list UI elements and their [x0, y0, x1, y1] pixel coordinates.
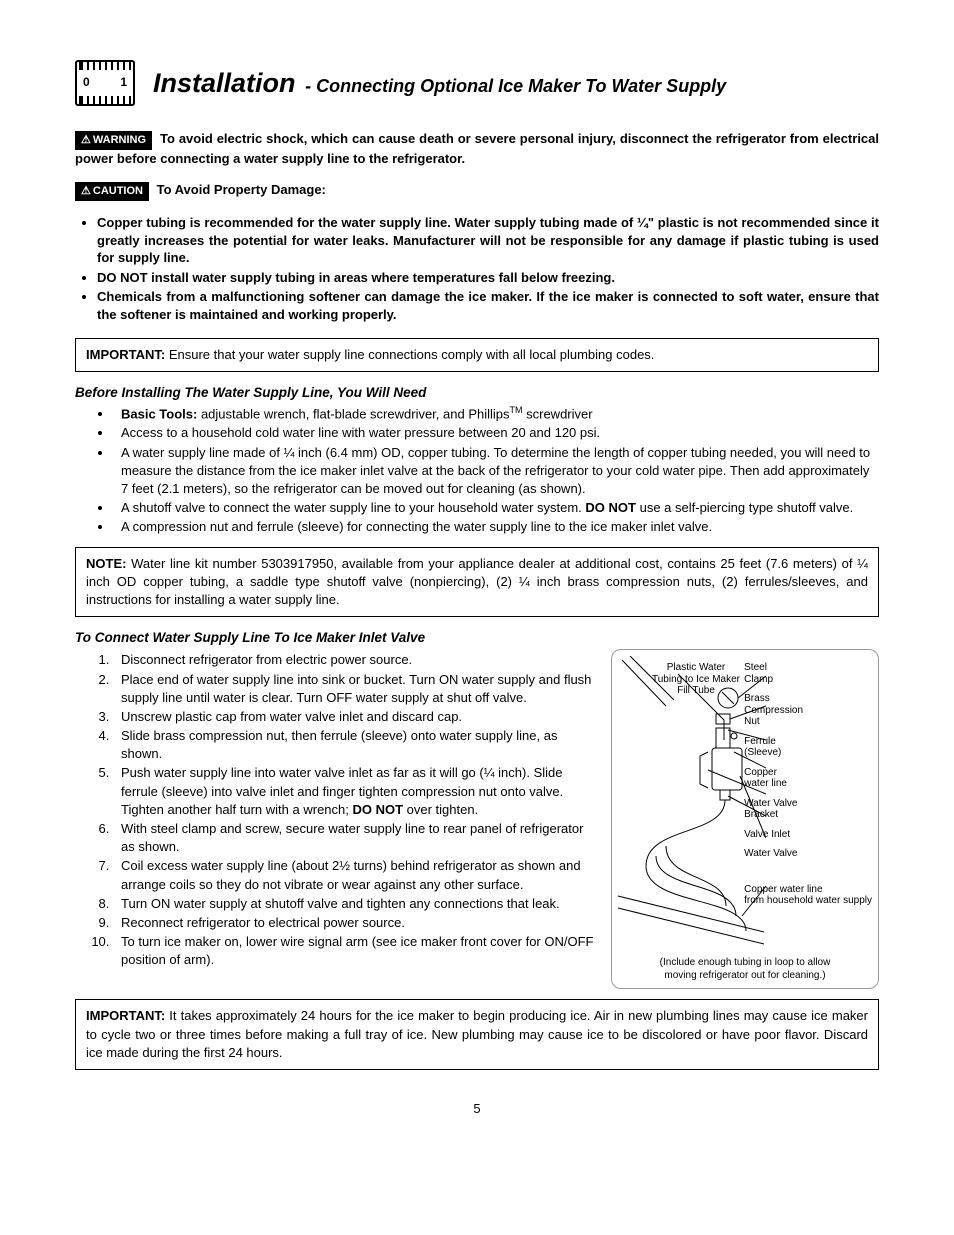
diagram-top-label: Plastic Water Tubing to Ice Maker Fill T… — [652, 662, 740, 697]
diagram-label: Steel Clamp — [744, 662, 872, 685]
diagram-label: Valve Inlet — [744, 829, 872, 841]
page-header: 0 1 Installation - Connecting Optional I… — [75, 60, 879, 106]
diagram-label: Copper water line — [744, 767, 872, 790]
connect-heading: To Connect Water Supply Line To Ice Make… — [75, 629, 879, 647]
important-label: IMPORTANT: — [86, 347, 165, 362]
page-number: 5 — [75, 1100, 879, 1118]
valve-diagram: Plastic Water Tubing to Ice Maker Fill T… — [611, 649, 879, 989]
caution-list: Copper tubing is recommended for the wat… — [75, 214, 879, 323]
step-item: Push water supply line into water valve … — [113, 764, 597, 819]
title-main: Installation — [153, 68, 296, 98]
step-item: Reconnect refrigerator to electrical pow… — [113, 914, 597, 932]
step-item: To turn ice maker on, lower wire signal … — [113, 933, 597, 969]
list-item: Basic Tools: adjustable wrench, flat-bla… — [113, 404, 879, 424]
diagram-label: Water Valve — [744, 848, 872, 860]
step-item: Slide brass compression nut, then ferrul… — [113, 727, 597, 763]
caution-lead: To Avoid Property Damage: — [157, 182, 326, 197]
important-box-codes: IMPORTANT: Ensure that your water supply… — [75, 338, 879, 372]
step-item: With steel clamp and screw, secure water… — [113, 820, 597, 856]
diagram-label: Copper water line from household water s… — [744, 884, 872, 907]
before-heading: Before Installing The Water Supply Line,… — [75, 384, 879, 402]
caution-item: Chemicals from a malfunctioning softener… — [97, 288, 879, 323]
diagram-label: Brass Compression Nut — [744, 693, 872, 728]
diagram-label: Ferrule (Sleeve) — [744, 736, 872, 759]
caution-badge: ⚠CAUTION — [75, 182, 149, 201]
caution-block: ⚠CAUTION To Avoid Property Damage: Coppe… — [75, 181, 879, 323]
connect-row: Disconnect refrigerator from electric po… — [75, 649, 879, 989]
diagram-column: Plastic Water Tubing to Ice Maker Fill T… — [611, 649, 879, 989]
caution-item: DO NOT install water supply tubing in ar… — [97, 269, 879, 287]
important-text: It takes approximately 24 hours for the … — [86, 1008, 868, 1059]
list-item: A compression nut and ferrule (sleeve) f… — [113, 518, 879, 536]
step-item: Turn ON water supply at shutoff valve an… — [113, 895, 597, 913]
important-text: Ensure that your water supply line conne… — [169, 347, 655, 362]
step-item: Place end of water supply line into sink… — [113, 671, 597, 707]
caution-item: Copper tubing is recommended for the wat… — [97, 214, 879, 267]
list-item: A shutoff valve to connect the water sup… — [113, 499, 879, 517]
step-item: Unscrew plastic cap from water valve inl… — [113, 708, 597, 726]
page-title: Installation - Connecting Optional Ice M… — [153, 65, 726, 101]
step-item: Disconnect refrigerator from electric po… — [113, 651, 597, 669]
note-label: NOTE: — [86, 556, 126, 571]
steps-list: Disconnect refrigerator from electric po… — [75, 651, 597, 969]
warning-text: To avoid electric shock, which can cause… — [75, 131, 879, 166]
warning-badge: ⚠WARNING — [75, 131, 152, 150]
important-label: IMPORTANT: — [86, 1008, 165, 1023]
diagram-right-labels: Steel Clamp Brass Compression Nut Ferrul… — [744, 662, 872, 915]
step-item: Coil excess water supply line (about 2½ … — [113, 857, 597, 893]
note-text: Water line kit number 5303917950, availa… — [86, 556, 868, 607]
list-item: Access to a household cold water line wi… — [113, 424, 879, 442]
diagram-caption: (Include enough tubing in loop to allow … — [612, 956, 878, 982]
ruler-one: 1 — [120, 74, 127, 90]
diagram-label: Water Valve Bracket — [744, 798, 872, 821]
warning-block: ⚠WARNING To avoid electric shock, which … — [75, 130, 879, 167]
list-item: A water supply line made of ¼ inch (6.4 … — [113, 444, 879, 499]
steps-column: Disconnect refrigerator from electric po… — [75, 649, 597, 979]
note-box: NOTE: Water line kit number 5303917950, … — [75, 547, 879, 618]
before-list: Basic Tools: adjustable wrench, flat-bla… — [75, 404, 879, 537]
ruler-icon: 0 1 — [75, 60, 135, 106]
ruler-zero: 0 — [83, 74, 90, 90]
important-box-24hrs: IMPORTANT: It takes approximately 24 hou… — [75, 999, 879, 1070]
title-sub: - Connecting Optional Ice Maker To Water… — [305, 76, 726, 96]
